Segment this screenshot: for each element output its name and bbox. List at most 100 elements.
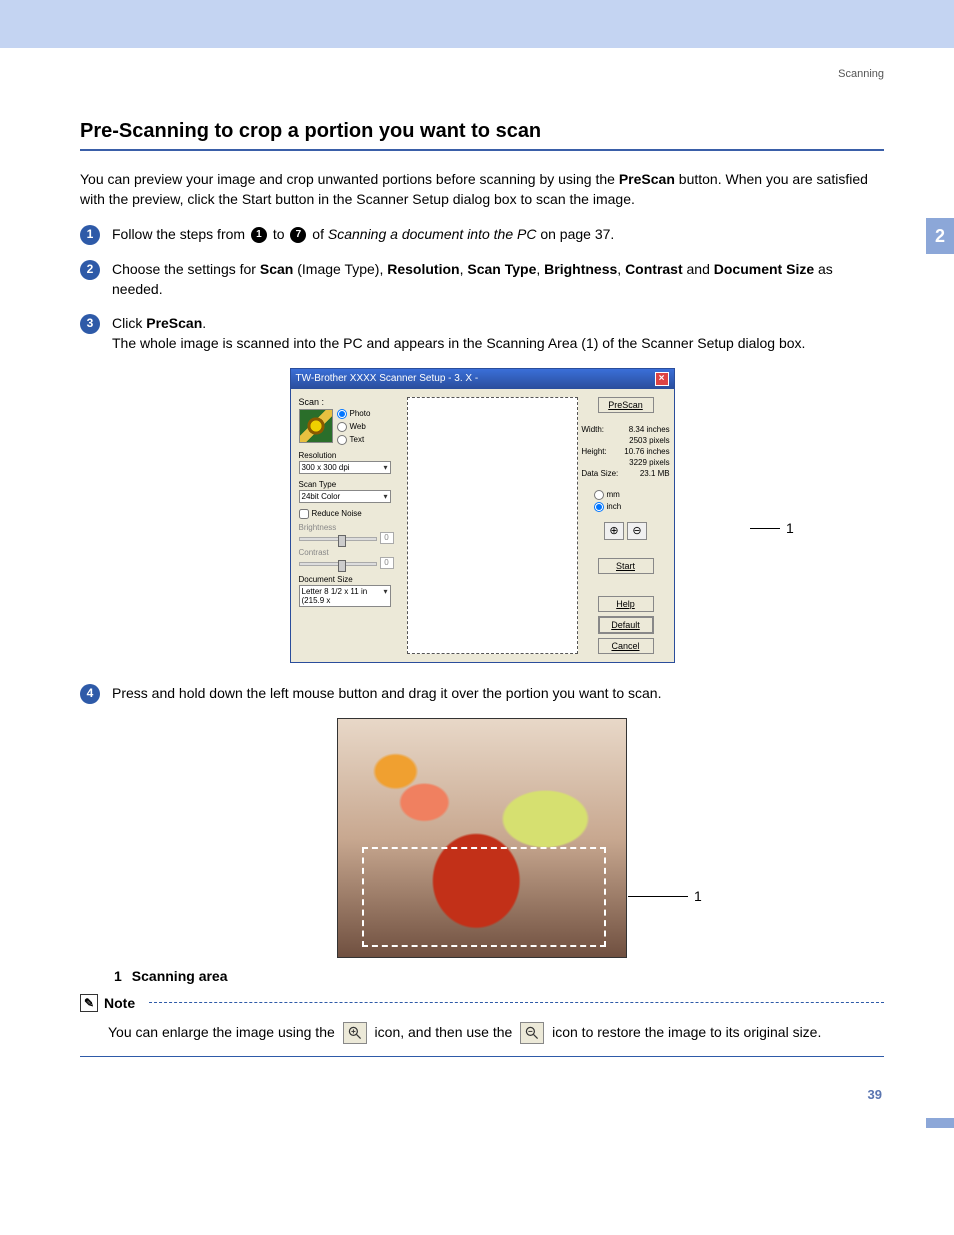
radio-web[interactable]: Web: [337, 422, 371, 432]
select-value: 24bit Color: [302, 492, 341, 501]
unit-mm[interactable]: mm: [594, 490, 622, 500]
text: Click: [112, 315, 146, 331]
breadcrumb: Scanning: [80, 68, 884, 80]
step-num-4: 4: [80, 684, 100, 704]
note-divider: [149, 1002, 884, 1003]
text: You can enlarge the image using the: [108, 1024, 339, 1040]
zoom-in-icon[interactable]: ⊕: [604, 522, 624, 540]
callout-2: 1: [694, 888, 702, 904]
text: icon, and then use the: [375, 1024, 517, 1040]
bottom-accent: [926, 1118, 954, 1128]
scantype-label: Scan Type: [299, 480, 399, 489]
radio-text[interactable]: Text: [337, 435, 371, 445]
bold: Brightness: [544, 261, 617, 277]
callout-line-2: [628, 896, 688, 897]
text: The whole image is scanned into the PC a…: [112, 335, 805, 351]
bold: Scan: [260, 261, 293, 277]
text: of: [308, 226, 327, 242]
ref-italic: Scanning a document into the PC: [328, 226, 537, 242]
text: icon to restore the image to its origina…: [552, 1024, 821, 1040]
text: ,: [536, 261, 544, 277]
reduce-noise-check[interactable]: Reduce Noise: [299, 509, 399, 519]
radio-label: inch: [607, 502, 622, 511]
radio-photo[interactable]: Photo: [337, 409, 371, 419]
default-button[interactable]: Default: [598, 616, 654, 634]
contrast-value: 0: [380, 557, 394, 569]
resolution-label: Resolution: [299, 451, 399, 460]
brightness-slider[interactable]: [299, 537, 377, 541]
start-button[interactable]: Start: [598, 558, 654, 574]
bold: Scan Type: [467, 261, 536, 277]
zoom-out-icon[interactable]: ⊖: [627, 522, 647, 540]
legend-text: Scanning area: [132, 968, 228, 984]
step-3-body: Click PreScan. The whole image is scanne…: [112, 313, 884, 354]
radio-label: Photo: [350, 409, 371, 418]
sample-photo: [337, 718, 627, 958]
text: on page 37.: [536, 226, 614, 242]
radio-label: Web: [350, 422, 366, 431]
note-label: Note: [104, 995, 135, 1011]
step-1-body: Follow the steps from 1 to 7 of Scanning…: [112, 224, 884, 244]
zoom-in-inline-icon: [343, 1022, 367, 1044]
intro-paragraph: You can preview your image and crop unwa…: [80, 169, 884, 210]
bold: PreScan: [146, 315, 202, 331]
callout-line: [750, 528, 780, 529]
dimensions-table: Width:8.34 inches 2503 pixels Height:10.…: [577, 423, 673, 480]
text: Choose the settings for: [112, 261, 260, 277]
check-label: Reduce Noise: [312, 509, 362, 518]
bold: Document Size: [714, 261, 814, 277]
legend-num: 1: [114, 968, 122, 984]
note-heading: ✎ Note: [80, 994, 884, 1012]
select-value: Letter 8 1/2 x 11 in (215.9 x: [302, 587, 384, 605]
text: to: [269, 226, 288, 242]
bold: Resolution: [387, 261, 459, 277]
step-num-1: 1: [80, 225, 100, 245]
scan-thumbnail: [299, 409, 333, 443]
close-icon[interactable]: ×: [655, 372, 669, 386]
docsize-label: Document Size: [299, 575, 399, 584]
text: (Image Type),: [293, 261, 387, 277]
note-icon: ✎: [80, 994, 98, 1012]
contrast-slider[interactable]: [299, 562, 377, 566]
text: and: [683, 261, 714, 277]
step-2-body: Choose the settings for Scan (Image Type…: [112, 259, 884, 300]
chapter-tab: 2: [926, 218, 954, 254]
scan-label: Scan :: [299, 397, 399, 407]
intro-text: You can preview your image and crop unwa…: [80, 171, 619, 187]
zoom-out-inline-icon: [520, 1022, 544, 1044]
text: ,: [617, 261, 625, 277]
legend: 1 Scanning area: [114, 968, 884, 984]
unit-inch[interactable]: inch: [594, 502, 622, 512]
cancel-button[interactable]: Cancel: [598, 638, 654, 654]
select-value: 300 x 300 dpi: [302, 463, 350, 472]
resolution-select[interactable]: 300 x 300 dpi: [299, 461, 391, 474]
docsize-select[interactable]: Letter 8 1/2 x 11 in (215.9 x: [299, 585, 391, 607]
inline-step-1-icon: 1: [251, 227, 267, 243]
preview-area[interactable]: [407, 397, 578, 654]
help-button[interactable]: Help: [598, 596, 654, 612]
scanner-setup-dialog: TW-Brother XXXX Scanner Setup - 3. X - ×…: [290, 368, 675, 663]
contrast-label: Contrast: [299, 548, 399, 557]
step-2: 2 Choose the settings for Scan (Image Ty…: [80, 259, 884, 300]
step-3: 3 Click PreScan. The whole image is scan…: [80, 313, 884, 354]
prescan-button[interactable]: PreScan: [598, 397, 654, 413]
step-num-3: 3: [80, 314, 100, 334]
selection-rectangle: [362, 847, 606, 947]
scantype-select[interactable]: 24bit Color: [299, 490, 391, 503]
step-4: 4 Press and hold down the left mouse but…: [80, 683, 884, 704]
dialog-title: TW-Brother XXXX Scanner Setup - 3. X -: [296, 373, 479, 384]
step-num-2: 2: [80, 260, 100, 280]
callout-1: 1: [786, 520, 794, 536]
step-4-body: Press and hold down the left mouse butto…: [112, 683, 884, 703]
page-title: Pre-Scanning to crop a portion you want …: [80, 120, 884, 151]
text: .: [202, 315, 206, 331]
radio-label: Text: [350, 435, 365, 444]
dialog-titlebar: TW-Brother XXXX Scanner Setup - 3. X - ×: [291, 369, 674, 389]
brightness-value: 0: [380, 532, 394, 544]
note-body: You can enlarge the image using the icon…: [80, 1012, 884, 1057]
bold: Contrast: [625, 261, 683, 277]
brightness-label: Brightness: [299, 523, 399, 532]
text: Follow the steps from: [112, 226, 249, 242]
step-1: 1 Follow the steps from 1 to 7 of Scanni…: [80, 224, 884, 245]
prescan-bold: PreScan: [619, 171, 675, 187]
